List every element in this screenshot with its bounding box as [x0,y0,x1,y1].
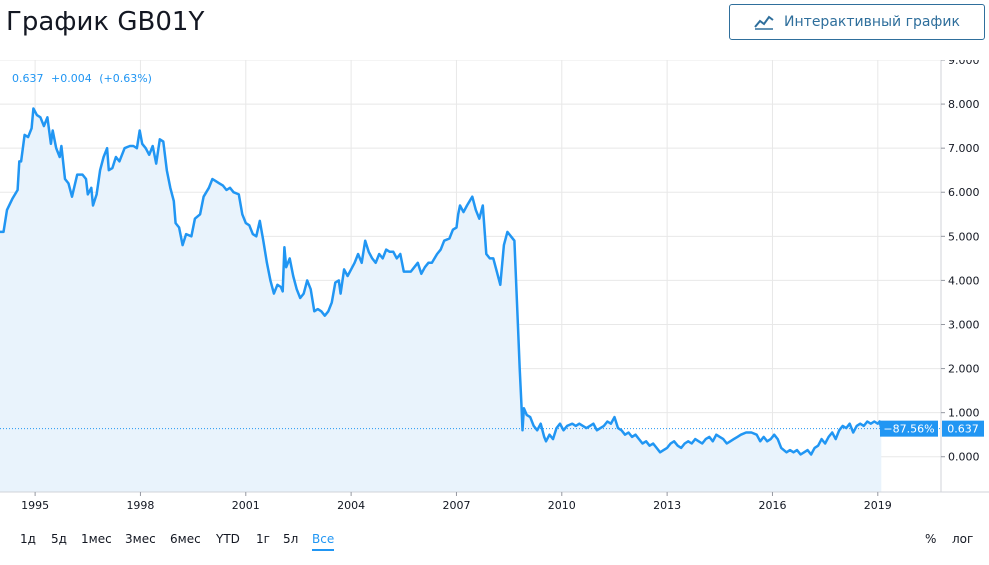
y-tick-label: 7.000 [948,142,980,155]
y-tick-label: 8.000 [948,98,980,111]
range-1m-button[interactable]: 1мес [81,532,112,546]
percent-scale-button[interactable]: % [925,532,937,546]
range-5d-button[interactable]: 5д [51,532,67,546]
log-scale-button[interactable]: лог [952,532,974,546]
y-tick-label: 3.000 [948,318,980,331]
last-value-badge [942,420,984,437]
page-title: График GB01Y [6,7,205,37]
x-tick-label: 2016 [758,499,786,512]
price-axis: 0.000 1.000 2.000 3.000 4.000 5.000 6.000 7.000… [941,60,980,464]
range-toolbar: 1д 5д 1мес 3мес 6мес YTD 1г 5л Все % лог [0,528,989,554]
y-tick-label: 0.000 [948,451,980,464]
interactive-chart-button[interactable]: Интерактивный график [729,4,985,40]
legend-change: +0.004 [51,72,92,85]
y-tick-label: 6.000 [948,186,980,199]
interactive-chart-label: Интерактивный график [784,14,960,30]
x-tick-label: 2004 [337,499,365,512]
x-tick-label: 2007 [442,499,470,512]
legend-change-pct: (+0.63%) [99,72,152,85]
area-fill [0,108,882,492]
y-tick-label: 9.000 [948,60,980,67]
change-pct-badge [880,420,938,437]
range-6m-button[interactable]: 6мес [170,532,201,546]
x-tick-label: 2010 [548,499,576,512]
x-tick-label: 1998 [126,499,154,512]
range-1d-button[interactable]: 1д [20,532,36,546]
badges: −87.56% 0.637 [880,420,984,437]
x-tick-label: 2001 [232,499,260,512]
series-line [0,107,883,456]
x-tick-label: 2019 [864,499,892,512]
y-tick-label: 5.000 [948,230,980,243]
time-axis: 1995 1998 2001 2004 2007 2010 2013 2016 2019 [21,492,892,512]
price-chart[interactable]: 0.000 1.000 2.000 3.000 4.000 5.000 6.000 7.000… [0,60,989,528]
range-3m-button[interactable]: 3мес [125,532,156,546]
chart-area[interactable]: 0.000 1.000 2.000 3.000 4.000 5.000 6.000 7.000… [0,60,989,565]
range-ytd-button[interactable]: YTD [216,532,240,546]
x-tick-label: 1995 [21,499,49,512]
range-1y-button[interactable]: 1г [256,532,270,546]
y-tick-label: 4.000 [948,274,980,287]
legend: 0.637 +0.004 (+0.63%) [12,72,156,85]
x-tick-label: 2013 [653,499,681,512]
change-pct-badge-text: −87.56% [883,423,934,436]
legend-value: 0.637 [12,72,44,85]
last-value-badge-text: 0.637 [947,423,979,436]
range-all-button[interactable]: Все [312,532,335,551]
y-tick-label: 2.000 [948,363,980,376]
chart-line-icon [754,14,774,30]
range-5y-button[interactable]: 5л [283,532,299,546]
y-tick-label: 1.000 [948,407,980,420]
